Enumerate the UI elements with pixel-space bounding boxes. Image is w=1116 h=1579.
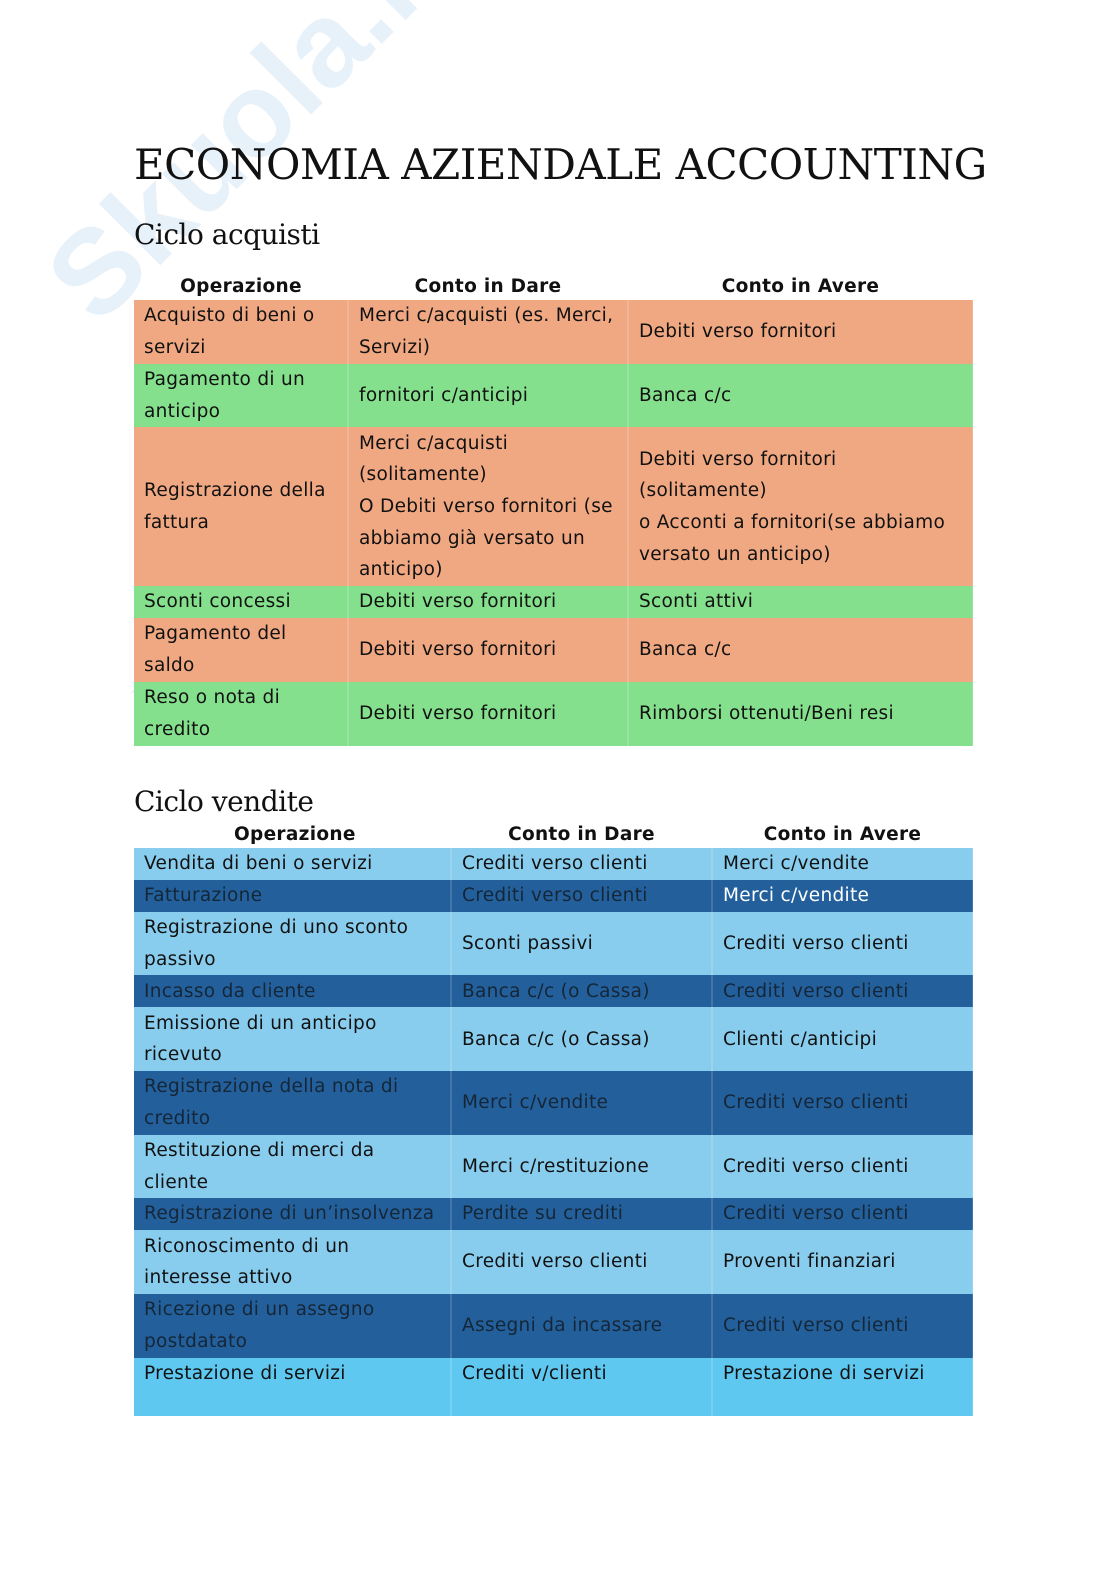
cell-dare: Merci c/vendite bbox=[451, 1071, 713, 1135]
table-row: Registrazione di un’insolvenza Perdite su… bbox=[134, 1198, 974, 1231]
section-heading-vendite: Ciclo vendite bbox=[134, 785, 314, 818]
cell-dare: Sconti passivi bbox=[451, 912, 713, 976]
cell-avere: Clienti c/anticipi bbox=[712, 1007, 974, 1072]
cell-dare: Perdite su crediti bbox=[451, 1198, 713, 1231]
cell-op: Restituzione di merci da cliente bbox=[134, 1134, 452, 1199]
cell-op: Registrazione della nota di credito bbox=[134, 1071, 452, 1135]
cell-op: Registrazione di uno sconto passivo bbox=[134, 912, 452, 976]
cell-avere: Crediti verso clienti bbox=[712, 975, 974, 1008]
table-row: Incasso da cliente Banca c/c (o Cassa) Cre… bbox=[134, 975, 974, 1008]
header-dare: Conto in Dare bbox=[508, 824, 655, 845]
header-dare: Conto in Dare bbox=[414, 276, 562, 297]
table-row: Pagamento di un anticipo fornitori c/anti… bbox=[134, 364, 974, 428]
cell-dare: Debiti verso fornitori bbox=[348, 618, 629, 682]
header-avere: Conto in Avere bbox=[763, 824, 922, 845]
cell-op: Registrazione di un’insolvenza bbox=[134, 1198, 452, 1231]
cell-op: Emissione di un anticipo ricevuto bbox=[134, 1007, 452, 1072]
table-row: Sconti concessi Debiti verso fornitori Sco… bbox=[134, 586, 974, 619]
cell-dare: Crediti v/clienti bbox=[451, 1357, 713, 1416]
cell-dare: Crediti verso clienti bbox=[451, 880, 713, 912]
cell-op: Riconoscimento di un interesse attivo bbox=[134, 1230, 452, 1295]
cell-dare: fornitori c/anticipi bbox=[348, 364, 629, 428]
table-row: Acquisto di beni o servizi Merci c/acquis… bbox=[134, 300, 974, 364]
cell-avere: Crediti verso clienti bbox=[712, 1071, 974, 1135]
cell-avere: Banca c/c bbox=[628, 618, 974, 682]
cell-dare: Merci c/acquisti (solitamente) O Debiti … bbox=[348, 427, 629, 587]
table-row: Registrazione della nota di credito Merci… bbox=[134, 1071, 974, 1135]
cell-op: Vendita di beni o servizi bbox=[134, 848, 452, 880]
cell-avere: Crediti verso clienti bbox=[712, 1198, 974, 1231]
header-avere: Conto in Avere bbox=[721, 276, 880, 297]
header-operazione: Operazione bbox=[234, 824, 356, 845]
table-row: Registrazione della fattura Merci c/acqui… bbox=[134, 427, 974, 587]
table-header: Operazione Conto in Dare Conto in Avere bbox=[134, 274, 973, 300]
cell-avere: Proventi finanziari bbox=[712, 1230, 974, 1295]
cell-op: Pagamento del saldo bbox=[134, 618, 349, 682]
cell-dare: Merci c/acquisti (es. Merci, Servizi) bbox=[348, 300, 629, 364]
cell-dare: Crediti verso clienti bbox=[451, 1230, 713, 1295]
cell-op: Prestazione di servizi bbox=[134, 1357, 452, 1416]
table-row: Emissione di un anticipo ricevuto Banca c… bbox=[134, 1007, 974, 1072]
cell-avere: Crediti verso clienti bbox=[712, 1294, 974, 1358]
cell-dare: Banca c/c (o Cassa) bbox=[451, 975, 713, 1008]
cell-op: Registrazione della fattura bbox=[134, 427, 349, 587]
table-row: Ricezione di un assegno postdatato Assegn… bbox=[134, 1294, 974, 1358]
cell-op: Ricezione di un assegno postdatato bbox=[134, 1294, 452, 1358]
cell-avere: Crediti verso clienti bbox=[712, 1134, 974, 1199]
acquisti-table: Operazione Conto in Dare Conto in Avere … bbox=[134, 274, 974, 746]
cell-avere: Merci c/vendite bbox=[712, 880, 974, 912]
table-row: Restituzione di merci da cliente Merci c/… bbox=[134, 1134, 974, 1199]
header-operazione: Operazione bbox=[180, 276, 302, 297]
cell-avere: Debiti verso fornitori bbox=[628, 300, 974, 364]
cell-dare: Debiti verso fornitori bbox=[348, 586, 629, 619]
cell-op: Sconti concessi bbox=[134, 586, 349, 619]
cell-avere: Debiti verso fornitori (solitamente) o A… bbox=[628, 427, 974, 587]
cell-dare: Assegni da incassare bbox=[451, 1294, 713, 1358]
cell-dare: Merci c/restituzione bbox=[451, 1134, 713, 1199]
table-row: Vendita di beni o servizi Crediti verso c… bbox=[134, 848, 974, 880]
cell-op: Reso o nota di credito bbox=[134, 681, 349, 746]
cell-avere: Merci c/vendite bbox=[712, 848, 974, 880]
cell-avere: Crediti verso clienti bbox=[712, 912, 974, 976]
page-title: ECONOMIA AZIENDALE ACCOUNTING bbox=[134, 140, 987, 189]
table-row: Prestazione di servizi Crediti v/clienti P… bbox=[134, 1357, 974, 1416]
cell-avere: Sconti attivi bbox=[628, 586, 974, 619]
table-row: Reso o nota di credito Debiti verso forni… bbox=[134, 681, 974, 746]
table-header: Operazione Conto in Dare Conto in Avere bbox=[134, 822, 973, 848]
cell-dare: Crediti verso clienti bbox=[451, 848, 713, 880]
cell-op: Fatturazione bbox=[134, 880, 452, 912]
cell-op: Acquisto di beni o servizi bbox=[134, 300, 349, 364]
vendite-table: Operazione Conto in Dare Conto in Avere … bbox=[134, 822, 974, 1416]
section-heading-acquisti: Ciclo acquisti bbox=[134, 218, 320, 251]
cell-avere: Rimborsi ottenuti/Beni resi bbox=[628, 681, 974, 746]
cell-op: Pagamento di un anticipo bbox=[134, 364, 349, 428]
table-row: Pagamento del saldo Debiti verso fornitor… bbox=[134, 618, 974, 682]
table-row: Riconoscimento di un interesse attivo Cre… bbox=[134, 1230, 974, 1295]
cell-dare: Banca c/c (o Cassa) bbox=[451, 1007, 713, 1072]
cell-avere: Banca c/c bbox=[628, 364, 974, 428]
cell-dare: Debiti verso fornitori bbox=[348, 681, 629, 746]
table-row: Fatturazione Crediti verso clienti Merci c… bbox=[134, 880, 974, 912]
cell-avere: Prestazione di servizi bbox=[712, 1357, 974, 1416]
table-row: Registrazione di uno sconto passivo Scont… bbox=[134, 912, 974, 976]
cell-op: Incasso da cliente bbox=[134, 975, 452, 1008]
